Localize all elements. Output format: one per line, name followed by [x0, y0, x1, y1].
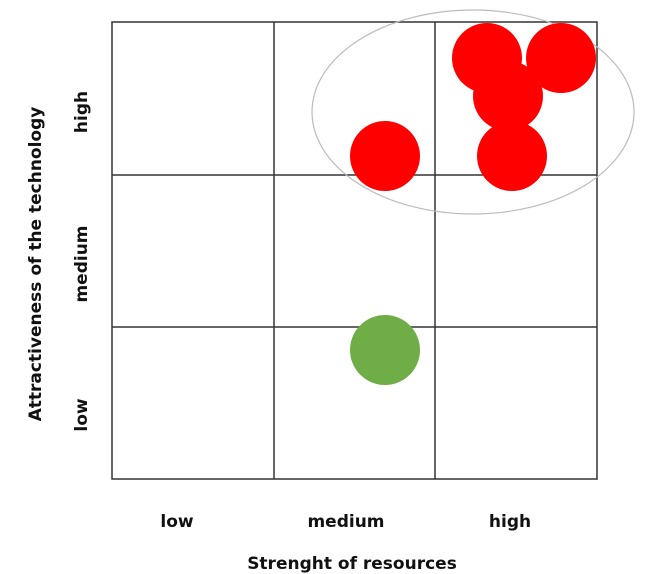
technology-circle-red	[473, 61, 543, 131]
x-axis-title: Strenght of resources	[247, 554, 457, 574]
x-level-label-high: high	[489, 512, 531, 532]
technology-circle-green	[350, 315, 420, 385]
matrix-border	[111, 21, 598, 480]
y-axis-title: Attractiveness of the technology	[26, 107, 46, 422]
y-level-label-low: low	[72, 398, 92, 432]
x-level-label-medium: medium	[307, 512, 384, 532]
technology-circle-red	[350, 121, 420, 191]
technology-circle-red	[526, 23, 596, 93]
y-level-label-medium: medium	[72, 225, 92, 302]
technology-circles	[350, 23, 596, 385]
technology-circle-red	[477, 121, 547, 191]
highlight-ellipse	[311, 9, 635, 215]
y-level-label-high: high	[72, 91, 92, 133]
x-level-label-low: low	[160, 512, 194, 532]
